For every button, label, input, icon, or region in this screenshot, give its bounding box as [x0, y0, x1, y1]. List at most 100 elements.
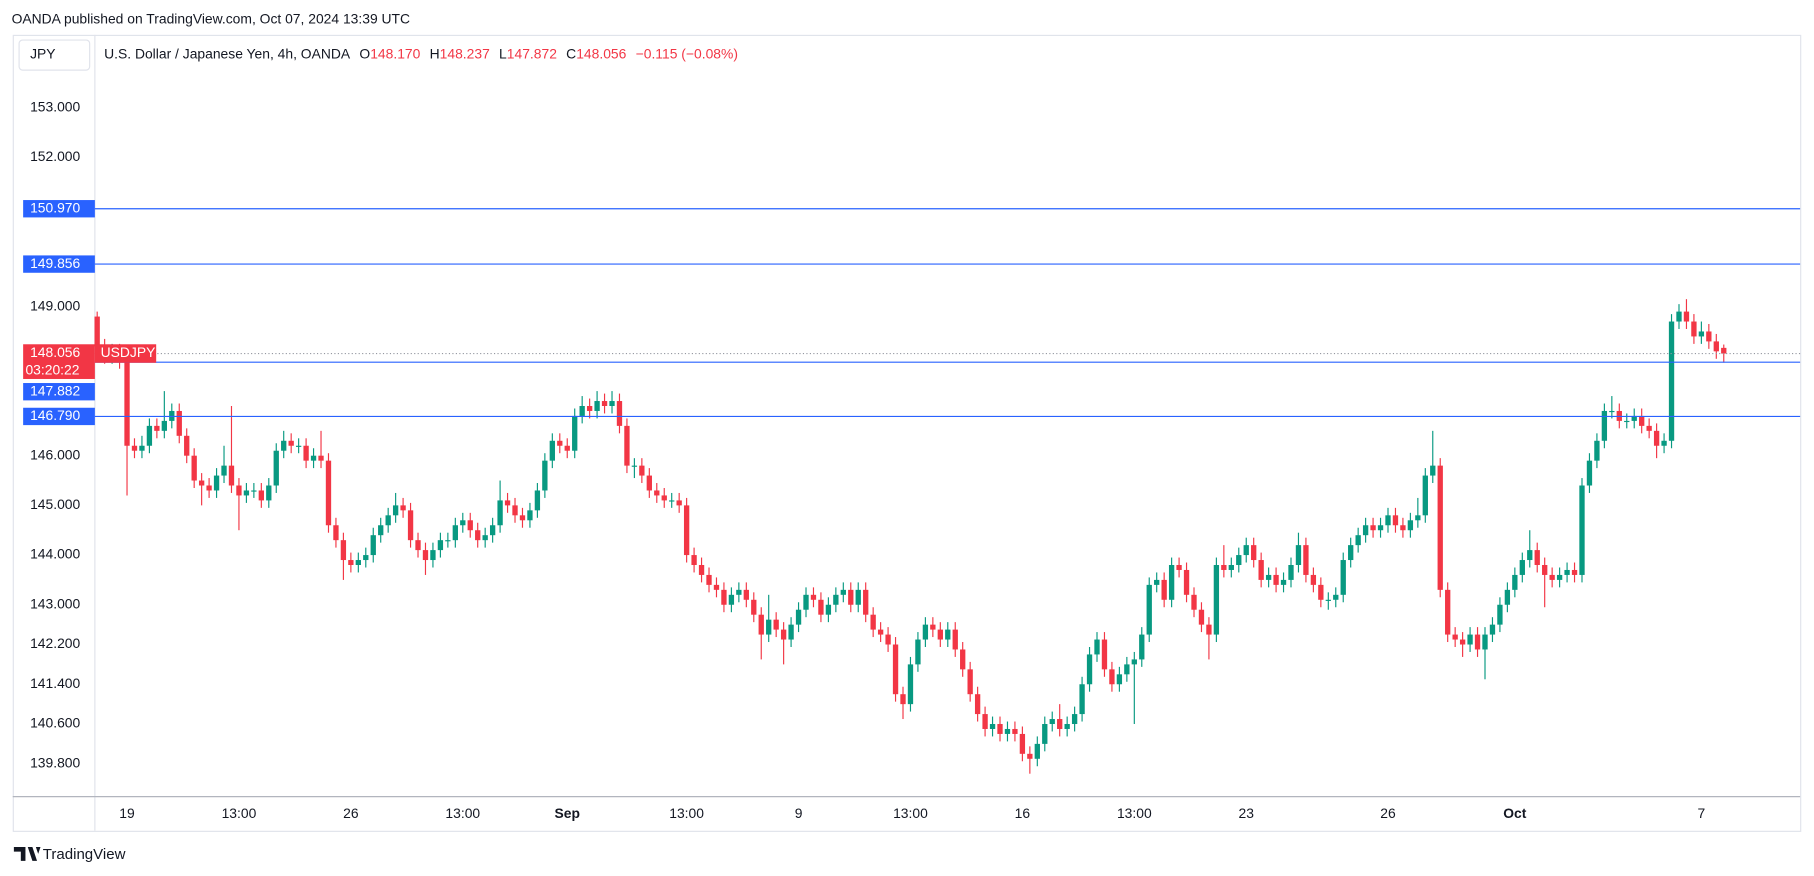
candle-body [1325, 599, 1331, 601]
candle-body [1571, 569, 1578, 575]
candle-body [907, 664, 914, 705]
candle-body [937, 629, 943, 640]
candle-body [706, 574, 712, 585]
candle-body [1295, 545, 1302, 566]
candle-body [795, 609, 802, 625]
candle-body [1639, 415, 1645, 426]
candle-body [206, 485, 212, 491]
candle-body [228, 465, 235, 486]
candle-body [1683, 311, 1690, 322]
x-tick-label: 19 [119, 805, 135, 821]
candle-body [945, 629, 951, 640]
candle-body [1415, 515, 1421, 521]
candle-body [1691, 321, 1697, 337]
candle-body [549, 440, 555, 461]
candle-body [952, 629, 958, 650]
candle-body [1124, 664, 1130, 675]
candle-body [1213, 565, 1220, 635]
candle-body [288, 440, 294, 446]
candle-body [273, 450, 279, 486]
candle-body [676, 500, 682, 506]
candle-body [1086, 654, 1093, 685]
candle-body [736, 589, 742, 595]
candle-body [154, 425, 160, 431]
candle-body [1116, 674, 1123, 685]
candle-body [139, 445, 145, 451]
candle-body [124, 361, 130, 446]
candle-body [430, 550, 436, 561]
candle-body [825, 604, 832, 615]
candle-body [974, 694, 981, 715]
legend-value: 147.872 [507, 45, 557, 61]
candle-body [1579, 485, 1585, 575]
symbol-tag-bg [94, 344, 157, 363]
candle-body [1012, 728, 1018, 734]
candle-body [460, 520, 466, 526]
currency-button[interactable] [18, 39, 91, 71]
candle-body [1191, 594, 1197, 610]
candle-body [131, 445, 138, 451]
candle-body [1273, 574, 1279, 585]
candle-body [1542, 565, 1548, 575]
candle-body [1624, 420, 1630, 423]
candle-body [1042, 724, 1048, 744]
candle-body [691, 555, 697, 566]
candle-body [1713, 341, 1719, 352]
candle-body [885, 634, 891, 645]
candle-body [415, 540, 421, 551]
candle-body [1027, 753, 1033, 759]
candle-body [1534, 550, 1540, 566]
candle-body [713, 584, 720, 590]
candle-body [818, 599, 824, 615]
candle-body [855, 589, 861, 605]
candle-body [1430, 465, 1436, 476]
candle-body [1154, 579, 1160, 585]
candle-body [161, 420, 167, 431]
candle-body [1131, 659, 1137, 665]
candle-body [1653, 430, 1660, 446]
candle-body [1265, 574, 1272, 580]
candle-body [1377, 525, 1384, 531]
candle-body [527, 510, 533, 521]
candle-body [1034, 743, 1040, 759]
candle-body [1109, 669, 1115, 685]
candle-body [1049, 719, 1055, 725]
candle-body [1198, 609, 1205, 625]
candle-body [1512, 574, 1518, 590]
x-tick-label: 13:00 [445, 805, 480, 821]
candle-body [176, 410, 182, 436]
candle-body [1348, 545, 1354, 561]
candle-body [1497, 604, 1503, 625]
candle-body [1706, 331, 1712, 342]
candle-body [1407, 520, 1414, 531]
candle-body [810, 594, 817, 600]
candle-body [1333, 594, 1339, 600]
candle-body [1176, 565, 1182, 570]
candle-body [1064, 724, 1070, 729]
candle-body [1698, 331, 1705, 337]
candle-body [1646, 425, 1652, 431]
candle-body [1362, 525, 1369, 536]
candle-body [698, 565, 705, 575]
candle-body [1340, 560, 1346, 595]
y-tick-label: 139.800 [30, 754, 80, 770]
x-tick-label: Oct [1503, 805, 1527, 821]
candle-body [475, 530, 481, 541]
candle-body [743, 589, 749, 600]
candle-body [534, 490, 541, 511]
candle-body [1183, 569, 1190, 595]
candle-body [1445, 589, 1451, 635]
candle-body [191, 455, 197, 481]
y-tick-label: 152.000 [30, 148, 80, 164]
y-tick-label: 146.000 [30, 446, 80, 462]
hline-label: 150.970 [30, 199, 80, 215]
legend-value: 148.237 [440, 45, 490, 61]
candle-body [1318, 584, 1324, 600]
candle-body [542, 460, 548, 491]
candle-body [340, 540, 347, 561]
candle-body [572, 415, 578, 451]
candle-body [1474, 634, 1481, 650]
candle-body [1564, 569, 1570, 575]
candle-body [631, 465, 638, 467]
